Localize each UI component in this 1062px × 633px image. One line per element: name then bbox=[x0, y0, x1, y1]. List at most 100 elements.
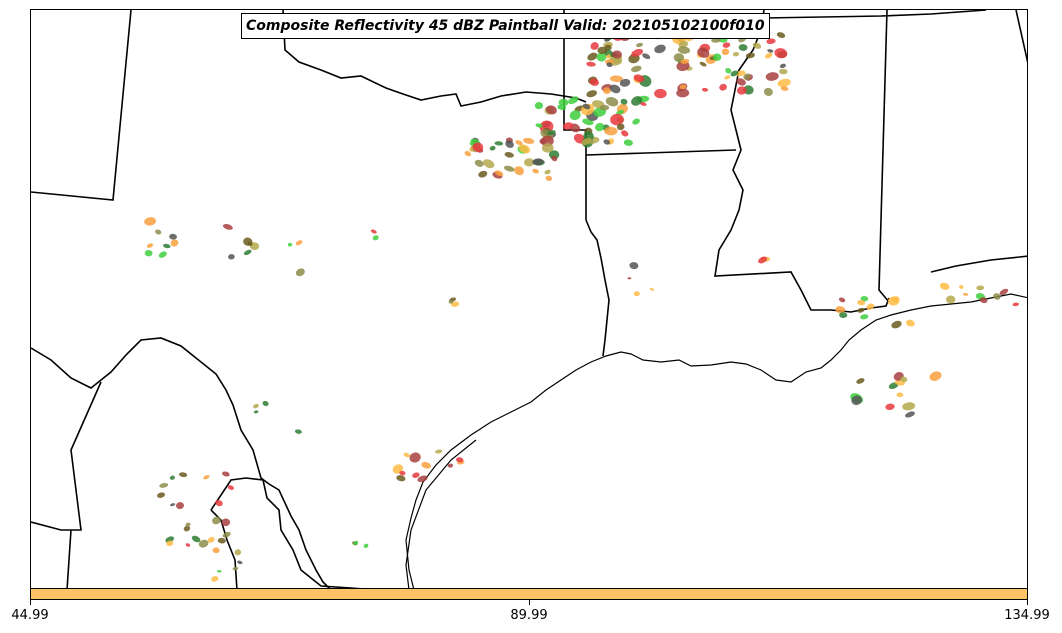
storm-cell bbox=[631, 96, 643, 106]
storm-cell bbox=[253, 403, 259, 409]
storm-cell bbox=[586, 61, 596, 67]
colorbar-tick-mid bbox=[529, 600, 530, 605]
storm-cell bbox=[483, 159, 495, 169]
storm-cell bbox=[631, 48, 644, 57]
storm-cell bbox=[732, 51, 740, 57]
storm-cell bbox=[780, 86, 789, 91]
storm-cell bbox=[464, 150, 472, 157]
storm-cell bbox=[159, 482, 169, 488]
storm-cell bbox=[604, 126, 618, 136]
storm-cell bbox=[697, 47, 710, 58]
storm-cell bbox=[857, 300, 866, 306]
storm-cell bbox=[146, 243, 154, 248]
storm-cell bbox=[243, 249, 252, 256]
storm-cell bbox=[155, 229, 162, 235]
storm-cell bbox=[505, 140, 514, 148]
storm-cell bbox=[712, 53, 722, 61]
storm-cell bbox=[680, 58, 690, 64]
storm-cell bbox=[654, 88, 667, 99]
colorbar-tick-max bbox=[1027, 600, 1028, 605]
border-ar-la bbox=[585, 149, 737, 156]
storm-cell bbox=[766, 38, 776, 45]
border-al-ga bbox=[1015, 10, 1027, 63]
storm-cell bbox=[725, 67, 732, 74]
storm-cell bbox=[963, 292, 969, 296]
storm-cell bbox=[603, 139, 611, 145]
border-tn bbox=[763, 10, 987, 19]
storm-cell bbox=[569, 110, 581, 121]
storm-cell bbox=[763, 87, 773, 96]
storm-cell bbox=[163, 243, 171, 249]
storm-cell bbox=[207, 536, 215, 543]
storm-cell bbox=[905, 411, 915, 418]
storm-cell bbox=[627, 277, 632, 280]
storm-cell bbox=[169, 233, 177, 240]
colorbar-label-min: 44.99 bbox=[11, 608, 49, 623]
storm-cell bbox=[435, 449, 443, 454]
colorbar-label-mid: 89.99 bbox=[510, 608, 548, 623]
storm-cell bbox=[676, 88, 690, 98]
storm-cell bbox=[472, 142, 484, 152]
storm-cell bbox=[590, 42, 599, 50]
storm-cell bbox=[352, 540, 359, 546]
storm-cell bbox=[779, 68, 788, 75]
storm-cell bbox=[287, 242, 293, 247]
colorbar-label-max: 134.99 bbox=[1004, 608, 1050, 623]
storm-cell bbox=[677, 46, 691, 54]
storm-cell bbox=[860, 314, 869, 320]
storm-cell bbox=[234, 549, 242, 556]
storm-cell bbox=[228, 254, 235, 260]
storm-cell bbox=[372, 235, 379, 241]
storm-cell bbox=[633, 74, 645, 83]
storm-cell bbox=[605, 97, 619, 107]
storm-cell bbox=[599, 104, 610, 111]
storm-cell bbox=[730, 70, 739, 77]
storm-cell bbox=[450, 301, 460, 307]
storm-cell bbox=[719, 83, 727, 91]
storm-cell bbox=[216, 570, 222, 573]
storm-cell bbox=[474, 159, 484, 167]
storm-cell bbox=[232, 566, 239, 571]
storm-cell bbox=[447, 463, 454, 468]
storm-cell bbox=[169, 503, 176, 507]
storm-cell bbox=[185, 522, 191, 527]
storm-cell bbox=[523, 137, 535, 144]
storm-cell bbox=[738, 44, 748, 51]
storm-cell bbox=[758, 256, 768, 264]
storm-cell bbox=[619, 78, 631, 87]
storm-cell bbox=[602, 87, 611, 95]
storm-cell bbox=[448, 300, 453, 304]
storm-cell bbox=[779, 63, 786, 69]
storm-cell bbox=[737, 86, 747, 95]
map-panel bbox=[30, 9, 1028, 589]
storm-cell bbox=[176, 502, 184, 510]
storm-cell bbox=[185, 543, 191, 547]
storm-cell bbox=[403, 452, 411, 458]
storm-cell bbox=[631, 65, 642, 73]
storm-cell bbox=[765, 72, 779, 81]
storm-cell bbox=[905, 319, 915, 327]
storm-cell bbox=[558, 98, 569, 107]
storm-cell bbox=[237, 560, 243, 565]
storm-cell bbox=[839, 312, 848, 319]
storm-cell bbox=[887, 296, 900, 306]
storm-cell bbox=[191, 535, 201, 543]
storm-cell bbox=[743, 73, 751, 80]
storm-cell bbox=[959, 285, 964, 289]
storm-cell bbox=[745, 52, 755, 59]
storm-cell bbox=[504, 151, 514, 158]
storm-cell bbox=[532, 158, 544, 166]
storm-cell bbox=[679, 84, 687, 90]
storm-cell bbox=[396, 475, 406, 482]
storm-cell bbox=[673, 53, 685, 63]
storm-cell bbox=[535, 123, 543, 128]
map-title: Composite Reflectivity 45 dBZ Paintball … bbox=[241, 13, 770, 39]
storm-cell bbox=[777, 78, 791, 88]
storm-cell bbox=[866, 303, 875, 310]
storm-cell bbox=[198, 539, 209, 548]
storm-cell bbox=[409, 452, 421, 463]
border-ms-al bbox=[878, 10, 890, 303]
storm-cell bbox=[589, 78, 599, 86]
storm-cell bbox=[629, 262, 639, 270]
storm-cell bbox=[616, 123, 625, 131]
